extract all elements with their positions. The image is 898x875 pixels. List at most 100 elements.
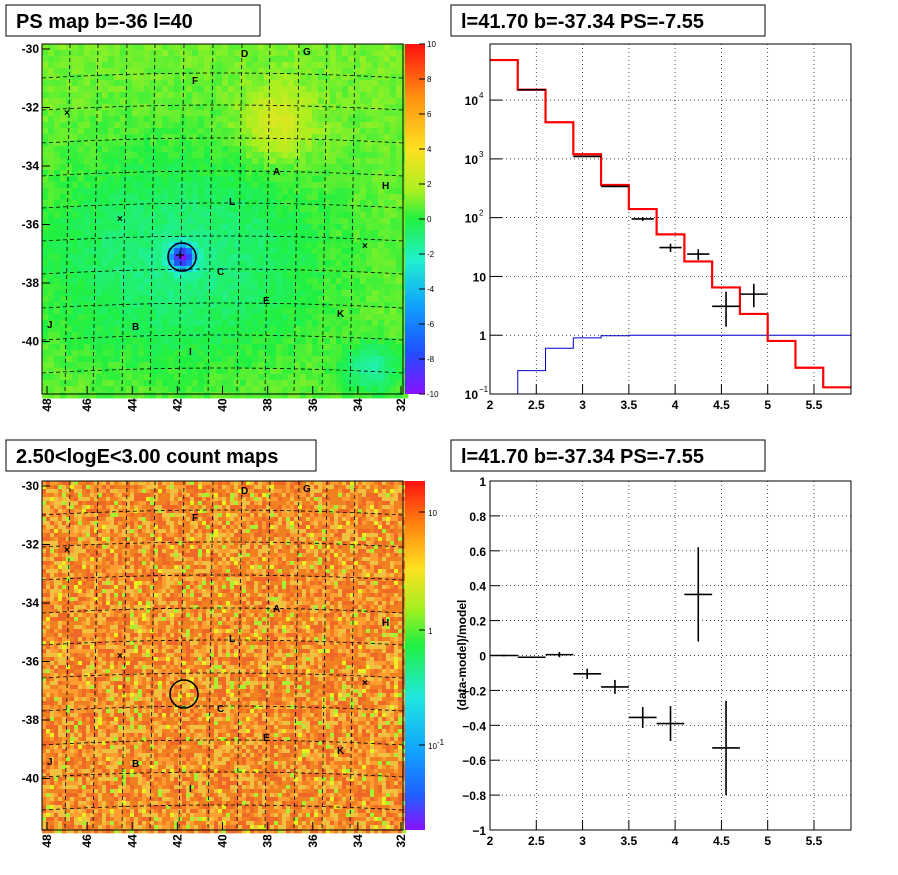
ps-map-pixel xyxy=(210,128,217,135)
ps-map-pixel xyxy=(384,86,391,93)
count-map-pixel xyxy=(126,493,131,498)
count-map-pixel xyxy=(78,533,83,538)
ps-map-pixel xyxy=(342,266,349,273)
ps-map-pixel xyxy=(96,266,103,273)
ps-map-pixel xyxy=(84,122,91,129)
ps-map-pixel xyxy=(156,392,163,399)
ps-map-pixel xyxy=(390,146,397,153)
ps-map-pixel xyxy=(204,338,211,345)
count-map-pixel xyxy=(262,485,267,490)
count-map-pixel xyxy=(266,529,271,534)
ps-map-pixel xyxy=(288,146,295,153)
count-map-pixel xyxy=(122,513,127,518)
count-map-pixel xyxy=(278,481,283,486)
ps-map-pixel xyxy=(66,44,73,51)
count-map-pixel xyxy=(226,485,231,490)
ps-map-pixel xyxy=(288,194,295,201)
ps-map-title-box xyxy=(5,4,261,37)
ps-map-pixel xyxy=(60,392,67,399)
count-map-pixel xyxy=(94,505,99,510)
ps-map-pixel xyxy=(336,314,343,321)
count-map-pixel xyxy=(106,525,111,530)
ps-map-pixel xyxy=(198,164,205,171)
ps-map-pixel xyxy=(270,260,277,267)
ps-map-pixel xyxy=(354,284,361,291)
ps-map-pixel xyxy=(168,338,175,345)
ps-map-pixel xyxy=(294,68,301,75)
ps-map-pixel xyxy=(228,224,235,231)
count-map-pixel xyxy=(78,509,83,514)
ps-map-pixel xyxy=(348,344,355,351)
ps-map-pixel xyxy=(372,146,379,153)
count-map-pixel xyxy=(226,509,231,514)
ps-map-pixel xyxy=(282,44,289,51)
count-map-pixel xyxy=(106,481,111,486)
ps-map-pixel xyxy=(108,158,115,165)
count-map-pixel xyxy=(330,497,335,502)
ps-map-pixel xyxy=(204,368,211,375)
ps-map-pixel xyxy=(234,302,241,309)
ps-map-pixel xyxy=(138,314,145,321)
count-map-pixel xyxy=(398,493,403,498)
ps-map-pixel xyxy=(198,320,205,327)
ps-map-pixel xyxy=(162,50,169,57)
ps-map-pixel xyxy=(66,74,73,81)
ps-map-pixel xyxy=(372,164,379,171)
count-map-pixel xyxy=(214,505,219,510)
ps-map-pixel xyxy=(282,140,289,147)
ps-map-pixel xyxy=(66,368,73,375)
ps-map-pixel xyxy=(228,308,235,315)
ps-map-pixel xyxy=(306,272,313,279)
ps-map-pixel xyxy=(78,356,85,363)
ps-map-pixel xyxy=(216,314,223,321)
count-map-pixel xyxy=(286,489,291,494)
ps-map-pixel xyxy=(288,188,295,195)
ps-map-pixel xyxy=(132,146,139,153)
ps-map-pixel xyxy=(84,188,91,195)
ps-map-pixel xyxy=(204,128,211,135)
ps-map-pixel xyxy=(282,86,289,93)
ps-map-pixel xyxy=(342,338,349,345)
count-map-pixel xyxy=(234,517,239,522)
ps-map-pixel xyxy=(114,344,121,351)
ps-map-pixel xyxy=(126,296,133,303)
count-map-pixel xyxy=(346,509,351,514)
ps-map-pixel xyxy=(186,206,193,213)
ps-map-pixel xyxy=(342,290,349,297)
ps-map-pixel xyxy=(144,266,151,273)
ps-map-pixel xyxy=(186,122,193,129)
ps-map-pixel xyxy=(54,338,61,345)
ps-map-pixel xyxy=(276,206,283,213)
count-map-pixel xyxy=(362,521,367,526)
ps-map-pixel xyxy=(258,92,265,99)
count-map-pixel xyxy=(46,521,51,526)
count-map-pixel xyxy=(294,513,299,518)
ps-map-pixel xyxy=(246,140,253,147)
count-map-pixel xyxy=(354,521,359,526)
count-map-pixel xyxy=(366,493,371,498)
count-map-pixel xyxy=(290,505,295,510)
ps-map-pixel xyxy=(324,188,331,195)
count-map-pixel xyxy=(50,517,55,522)
ps-map-pixel xyxy=(294,50,301,57)
ps-map-pixel xyxy=(252,140,259,147)
count-map-pixel xyxy=(62,497,67,502)
ps-map-pixel xyxy=(108,218,115,225)
ps-map-pixel xyxy=(300,296,307,303)
count-map-pixel xyxy=(302,493,307,498)
ps-map-pixel xyxy=(258,368,265,375)
count-map-pixel xyxy=(330,485,335,490)
ps-map-pixel xyxy=(252,152,259,159)
ps-map-pixel xyxy=(186,194,193,201)
ps-map-pixel xyxy=(330,122,337,129)
ps-map-pixel xyxy=(330,296,337,303)
ps-map-pixel xyxy=(252,128,259,135)
count-map-pixel xyxy=(326,493,331,498)
ps-map-pixel xyxy=(384,278,391,285)
ps-map-pixel xyxy=(378,104,385,111)
ps-map-pixel xyxy=(132,260,139,267)
ps-map-pixel xyxy=(318,356,325,363)
ps-map-pixel xyxy=(168,164,175,171)
ps-map-pixel xyxy=(264,62,271,69)
count-map-pixel xyxy=(222,513,227,518)
